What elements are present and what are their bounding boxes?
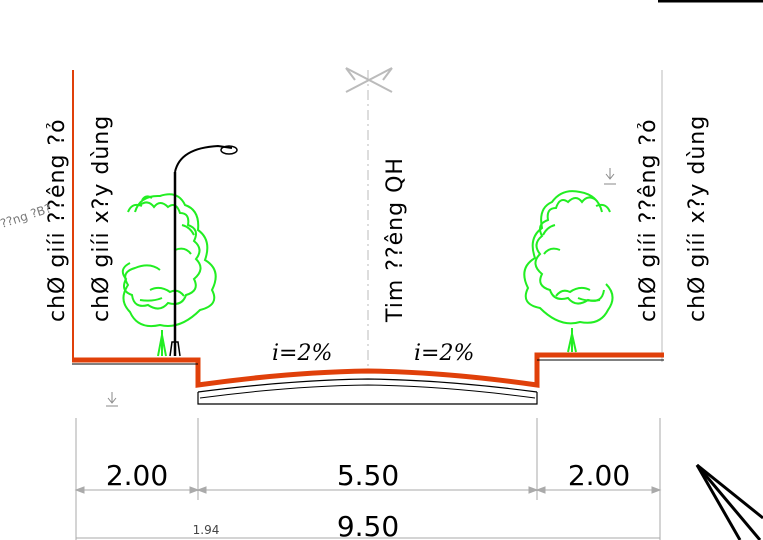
dim-left-sidewalk: 2.00 — [106, 459, 168, 492]
dim-carriageway: 5.50 — [337, 459, 399, 492]
road-surface — [72, 352, 664, 388]
level-marker-left — [106, 392, 118, 407]
dim-small-note: 1.94 — [193, 523, 220, 537]
dim-right-sidewalk: 2.00 — [568, 459, 630, 492]
sub-base-curve — [197, 378, 538, 393]
slope-left-label: i=2% — [272, 341, 332, 366]
right-label-road-boundary: chØ giíi ??êng ?ỏ — [636, 118, 661, 322]
sub-base-outline — [197, 392, 538, 405]
street-lamp — [169, 144, 238, 357]
left-label-road-boundary: chØ giíi ??êng ?ỏ — [45, 118, 70, 322]
level-marker-right — [604, 168, 616, 185]
left-label-building-line: chØ giíi x?y dùng — [89, 115, 114, 322]
sub-base-curve-2 — [199, 384, 536, 399]
right-tree — [523, 190, 614, 353]
centerline-symbol — [345, 67, 393, 93]
dimension-extension-lines — [75, 418, 661, 540]
slope-right-label: i=2% — [414, 341, 474, 366]
north-arrow — [695, 463, 763, 540]
dimension-lines — [74, 486, 662, 539]
right-label-building-line: chØ giíi x?y dùng — [685, 115, 710, 322]
centerline-label: Tim ??êng QH — [383, 157, 408, 323]
left-tree — [121, 193, 217, 357]
dim-total: 9.50 — [337, 510, 399, 540]
